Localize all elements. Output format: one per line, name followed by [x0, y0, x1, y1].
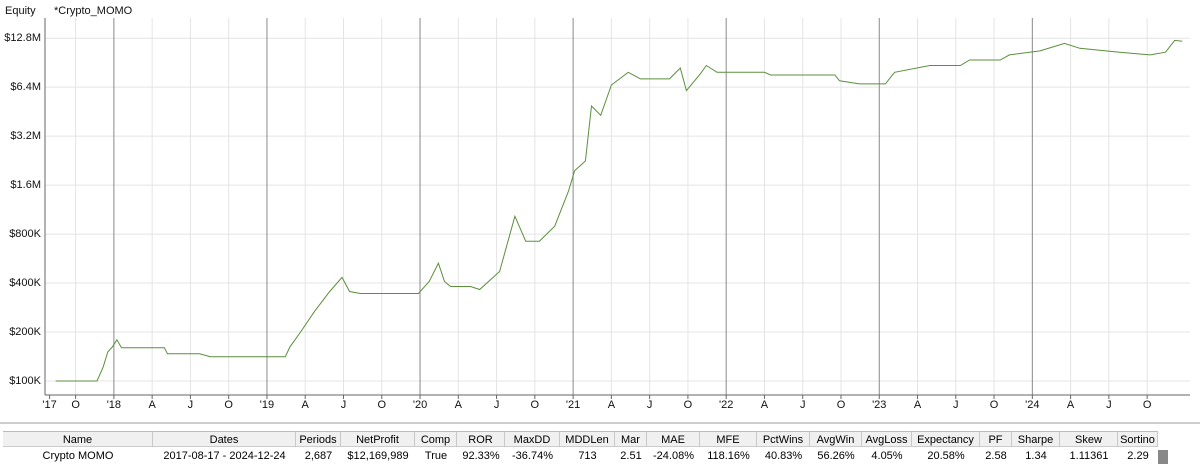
column-header[interactable]: AvgLoss [862, 431, 912, 447]
x-tick-label: A [608, 399, 616, 411]
table-cell: 2,687 [304, 450, 333, 462]
table-cell: 40.83% [764, 450, 803, 462]
x-tick-label: J [1106, 399, 1112, 411]
table-cell: 118.16% [707, 450, 750, 462]
column-header[interactable]: Periods [296, 431, 341, 447]
column-header[interactable]: Sharpe [1012, 431, 1060, 447]
x-tick-label: O [1143, 399, 1152, 411]
x-tick-label: '21 [566, 399, 580, 411]
column-header[interactable]: Name [3, 431, 153, 447]
x-tick-label: O [990, 399, 999, 411]
x-tick-label: A [1067, 399, 1075, 411]
table-cell: 1.11361 [1069, 450, 1109, 462]
table-cell: -24.08% [653, 450, 694, 462]
x-tick-label: O [837, 399, 846, 411]
x-tick-label: '19 [260, 399, 274, 411]
y-tick-label: $400K [9, 277, 41, 289]
table-cell: 2.51 [620, 450, 642, 462]
table-cell: 1.34 [1025, 450, 1047, 462]
table-cell: 20.58% [927, 450, 965, 462]
legend-entry[interactable]: *Crypto_MOMO [54, 5, 133, 17]
column-header[interactable]: MFE [700, 431, 757, 447]
table-cell: 2017-08-17 - 2024-12-24 [163, 450, 286, 462]
y-tick-label: $1.6M [10, 179, 41, 191]
x-tick-label: A [302, 399, 310, 411]
x-tick-label: '24 [1025, 399, 1039, 411]
y-tick-label: $6.4M [10, 81, 41, 93]
x-tick-label: A [761, 399, 769, 411]
x-tick-label: J [647, 399, 653, 411]
scroll-thumb[interactable] [1158, 450, 1168, 464]
table-cell: $12,169,989 [347, 450, 409, 462]
x-tick-label: J [494, 399, 500, 411]
column-header[interactable]: Dates [153, 431, 296, 447]
x-tick-label: O [684, 399, 693, 411]
column-header[interactable]: Sortino [1118, 431, 1158, 447]
y-tick-label: $100K [9, 375, 41, 387]
stats-table: Name Dates Periods NetProfit Comp ROR MaxDD MDD… [0, 431, 1200, 465]
column-header[interactable]: Skew [1060, 431, 1118, 447]
table-cell: 713 [578, 450, 597, 462]
x-tick-label: '18 [107, 399, 121, 411]
y-tick-label: $800K [9, 228, 41, 240]
chart-bg [0, 0, 1200, 425]
column-header[interactable]: Mar [615, 431, 647, 447]
table-cell: Crypto MOMO [42, 450, 114, 462]
column-header[interactable]: MDDLen [560, 431, 615, 447]
x-tick-label: '22 [719, 399, 733, 411]
column-header[interactable]: ROR [457, 431, 505, 447]
column-header[interactable]: PctWins [757, 431, 810, 447]
y-tick-label: $200K [9, 326, 41, 338]
table-cell: 2.29 [1127, 450, 1149, 462]
x-tick-label: O [224, 399, 233, 411]
equity-line [55, 39, 1183, 382]
table-cell: True [424, 450, 448, 462]
chart-title: Equity [5, 5, 36, 17]
x-tick-label: A [914, 399, 922, 411]
table-cell: 56.26% [817, 450, 855, 462]
y-tick-label: $3.2M [10, 130, 41, 142]
column-header[interactable]: PF [980, 431, 1012, 447]
x-tick-label: J [800, 399, 806, 411]
column-header[interactable]: Expectancy [912, 431, 980, 447]
x-tick-label: O [531, 399, 540, 411]
x-tick-label: J [953, 399, 959, 411]
table-cell: -36.74% [512, 450, 553, 462]
column-header[interactable]: NetProfit [341, 431, 415, 447]
column-header[interactable]: AvgWin [810, 431, 862, 447]
x-tick-label: A [455, 399, 463, 411]
x-tick-label: O [71, 399, 80, 411]
chart: Equity *Crypto_MOMO $100K $200K $400K $800K… [0, 0, 1200, 425]
x-tick-label: '23 [872, 399, 886, 411]
y-tick-label: $12.8M [4, 32, 41, 44]
x-tick-label: '20 [413, 399, 427, 411]
table-cell: 2.58 [985, 450, 1007, 462]
column-header[interactable]: MAE [647, 431, 700, 447]
table-cell: 92.33% [462, 450, 500, 462]
column-header[interactable]: MaxDD [505, 431, 560, 447]
x-tick-label: O [377, 399, 386, 411]
x-tick-label: A [148, 399, 156, 411]
column-header[interactable]: Comp [415, 431, 457, 447]
table-cell: 4.05% [871, 450, 903, 462]
x-tick-label: J [188, 399, 194, 411]
x-tick-label: '17 [42, 399, 56, 411]
x-tick-label: J [341, 399, 347, 411]
